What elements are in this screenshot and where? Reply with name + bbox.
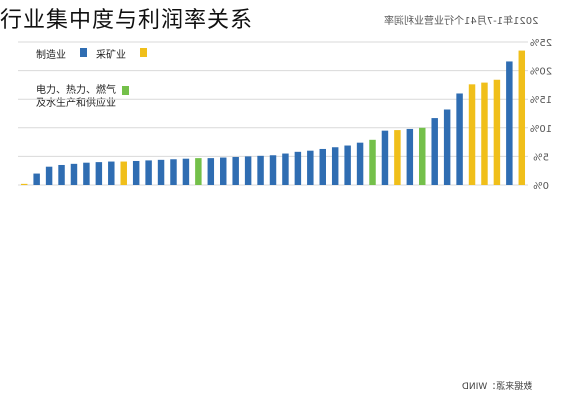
bar (468, 84, 476, 185)
bar (45, 166, 53, 185)
legend-swatch-manufacturing (80, 48, 87, 57)
bar (506, 61, 513, 186)
legend-swatch-mining (140, 48, 147, 57)
legend-item-manufacturing: 制造业 (36, 46, 66, 61)
bar (406, 128, 414, 185)
y-tick-label: 10% (530, 124, 552, 135)
y-tick-label: 0% (533, 181, 549, 192)
bar (170, 159, 177, 185)
legend-swatch-utilities (122, 86, 129, 95)
bar (120, 161, 127, 185)
bar (481, 82, 488, 185)
bar (220, 157, 227, 185)
bar (58, 164, 65, 185)
bar (269, 155, 277, 185)
bar (381, 130, 389, 185)
bar (207, 158, 215, 185)
bar (394, 130, 401, 185)
bar (443, 109, 451, 185)
bar (319, 148, 326, 185)
bar (431, 118, 438, 185)
bar (132, 160, 140, 185)
bar (108, 161, 115, 185)
bar (20, 183, 28, 185)
bar (294, 151, 302, 185)
bar (518, 50, 526, 185)
legend-item-utilities: 电力、热力、燃气及水生产和供应业 (36, 84, 122, 110)
legend-item-mining: 采矿业 (96, 46, 126, 61)
legend-label-manufacturing: 制造业 (36, 50, 66, 61)
bar (344, 145, 351, 185)
bar (307, 150, 314, 185)
bar (356, 142, 364, 185)
page-title: 行业集中度与利润率关系 (0, 8, 254, 33)
bar (244, 156, 252, 185)
legend-label-mining: 采矿业 (96, 50, 126, 61)
bar (331, 147, 339, 185)
y-tick-label: 25% (530, 38, 552, 49)
bar (95, 162, 103, 185)
bar (83, 162, 90, 185)
bar (33, 173, 40, 185)
y-tick-label: 5% (533, 152, 549, 163)
bar (456, 93, 463, 185)
bar (419, 127, 426, 185)
bar (195, 158, 202, 185)
bar (369, 139, 376, 185)
bar (257, 155, 264, 185)
bar (493, 79, 501, 185)
bar (70, 163, 78, 185)
y-tick-label: 15% (530, 95, 552, 106)
bar (232, 156, 239, 185)
source-note: 数据来源：WIND (462, 382, 533, 392)
bar (157, 159, 165, 185)
bar (182, 158, 190, 185)
y-tick-label: 20% (530, 67, 552, 78)
bar (282, 153, 289, 185)
legend-label-utilities: 电力、热力、燃气及水生产和供应业 (36, 85, 116, 109)
bar (145, 160, 152, 185)
